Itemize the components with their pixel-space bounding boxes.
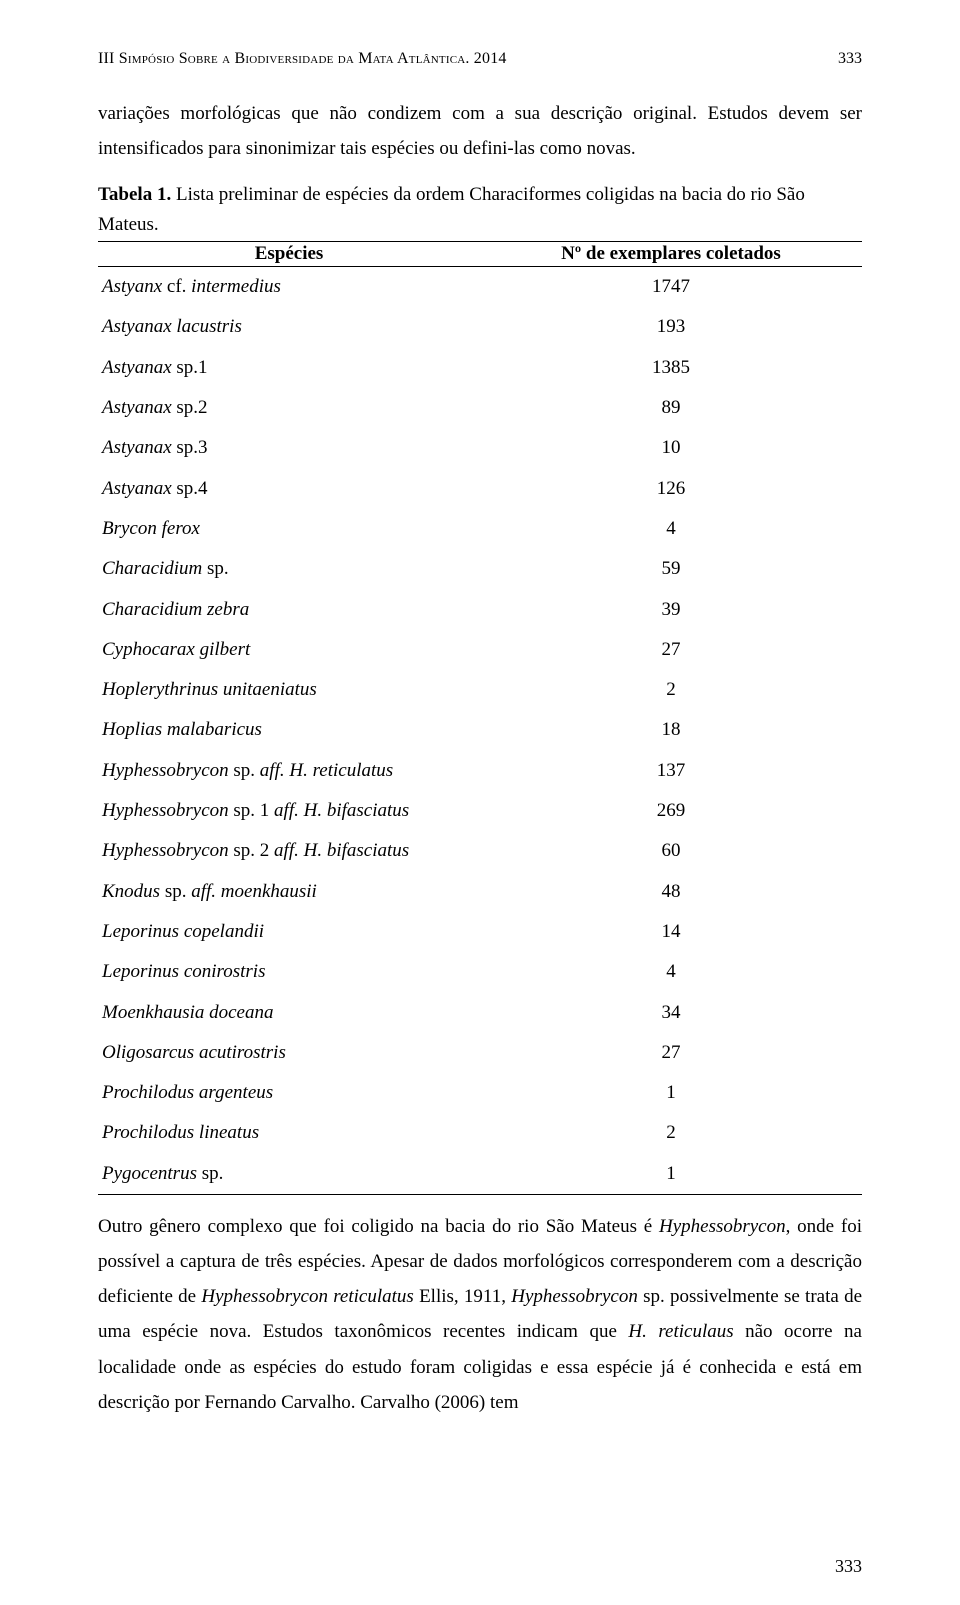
table-row: Cyphocarax gilbert27 <box>98 630 862 670</box>
species-cell: Moenkhausia doceana <box>98 993 480 1033</box>
count-cell: 4 <box>480 509 862 549</box>
count-cell: 27 <box>480 1033 862 1073</box>
table-row: Astyanax sp.310 <box>98 428 862 468</box>
species-cell: Hoplias malabaricus <box>98 710 480 750</box>
species-cell: Hoplerythrinus unitaeniatus <box>98 670 480 710</box>
table-row: Leporinus conirostris4 <box>98 952 862 992</box>
table-caption-text: Lista preliminar de espécies da ordem Ch… <box>98 184 805 234</box>
count-cell: 193 <box>480 307 862 347</box>
table-caption-label: Tabela 1. <box>98 184 171 205</box>
species-cell: Hyphessobrycon sp. aff. H. reticulatus <box>98 751 480 791</box>
species-cell: Characidium zebra <box>98 590 480 630</box>
species-cell: Astyanx cf. intermedius <box>98 267 480 308</box>
table-caption: Tabela 1. Lista preliminar de espécies d… <box>98 180 862 239</box>
table-row: Astyanax sp.4126 <box>98 469 862 509</box>
count-cell: 34 <box>480 993 862 1033</box>
running-head: III Simpósio Sobre a Biodiversidade da M… <box>98 50 862 68</box>
table-row: Knodus sp. aff. moenkhausii48 <box>98 872 862 912</box>
species-cell: Hyphessobrycon sp. 2 aff. H. bifasciatus <box>98 831 480 871</box>
table-row: Brycon ferox4 <box>98 509 862 549</box>
count-cell: 2 <box>480 670 862 710</box>
paragraph-bottom: Outro gênero complexo que foi coligido n… <box>98 1209 862 1420</box>
count-cell: 269 <box>480 791 862 831</box>
count-cell: 14 <box>480 912 862 952</box>
species-cell: Astyanax sp.2 <box>98 388 480 428</box>
table-row: Hyphessobrycon sp. 1 aff. H. bifasciatus… <box>98 791 862 831</box>
count-cell: 137 <box>480 751 862 791</box>
count-cell: 59 <box>480 549 862 589</box>
col-header-count: Nº de exemplares coletados <box>480 242 862 267</box>
running-page-number: 333 <box>838 50 862 68</box>
count-cell: 39 <box>480 590 862 630</box>
table-row: Astyanx cf. intermedius1747 <box>98 267 862 308</box>
col-header-species: Espécies <box>98 242 480 267</box>
table-body: Astyanx cf. intermedius1747Astyanax lacu… <box>98 267 862 1195</box>
species-cell: Characidium sp. <box>98 549 480 589</box>
species-cell: Hyphessobrycon sp. 1 aff. H. bifasciatus <box>98 791 480 831</box>
count-cell: 4 <box>480 952 862 992</box>
count-cell: 1747 <box>480 267 862 308</box>
count-cell: 1385 <box>480 348 862 388</box>
species-cell: Astyanax sp.1 <box>98 348 480 388</box>
count-cell: 1 <box>480 1154 862 1195</box>
count-cell: 126 <box>480 469 862 509</box>
species-cell: Pygocentrus sp. <box>98 1154 480 1195</box>
table-row: Moenkhausia doceana34 <box>98 993 862 1033</box>
species-cell: Oligosarcus acutirostris <box>98 1033 480 1073</box>
running-title: III Simpósio Sobre a Biodiversidade da M… <box>98 50 507 68</box>
table-row: Hoplerythrinus unitaeniatus2 <box>98 670 862 710</box>
count-cell: 48 <box>480 872 862 912</box>
table-header-row: Espécies Nº de exemplares coletados <box>98 242 862 267</box>
table-row: Hoplias malabaricus18 <box>98 710 862 750</box>
species-cell: Astyanax lacustris <box>98 307 480 347</box>
species-cell: Knodus sp. aff. moenkhausii <box>98 872 480 912</box>
table-row: Characidium sp.59 <box>98 549 862 589</box>
count-cell: 27 <box>480 630 862 670</box>
table-row: Hyphessobrycon sp. 2 aff. H. bifasciatus… <box>98 831 862 871</box>
table-row: Pygocentrus sp.1 <box>98 1154 862 1195</box>
count-cell: 18 <box>480 710 862 750</box>
table-row: Hyphessobrycon sp. aff. H. reticulatus13… <box>98 751 862 791</box>
count-cell: 2 <box>480 1113 862 1153</box>
table-row: Astyanax lacustris193 <box>98 307 862 347</box>
species-cell: Cyphocarax gilbert <box>98 630 480 670</box>
page: III Simpósio Sobre a Biodiversidade da M… <box>0 0 960 1605</box>
table-row: Astyanax sp.289 <box>98 388 862 428</box>
table-row: Astyanax sp.11385 <box>98 348 862 388</box>
species-cell: Brycon ferox <box>98 509 480 549</box>
table-row: Leporinus copelandii14 <box>98 912 862 952</box>
species-cell: Prochilodus argenteus <box>98 1073 480 1113</box>
species-cell: Leporinus conirostris <box>98 952 480 992</box>
count-cell: 89 <box>480 388 862 428</box>
species-table: Espécies Nº de exemplares coletados Asty… <box>98 241 862 1195</box>
table-row: Prochilodus lineatus2 <box>98 1113 862 1153</box>
paragraph-top: variações morfológicas que não condizem … <box>98 96 862 166</box>
footer-page-number: 333 <box>835 1556 862 1577</box>
count-cell: 10 <box>480 428 862 468</box>
count-cell: 1 <box>480 1073 862 1113</box>
table-row: Oligosarcus acutirostris27 <box>98 1033 862 1073</box>
table-row: Prochilodus argenteus1 <box>98 1073 862 1113</box>
count-cell: 60 <box>480 831 862 871</box>
species-cell: Astyanax sp.4 <box>98 469 480 509</box>
species-cell: Prochilodus lineatus <box>98 1113 480 1153</box>
species-cell: Astyanax sp.3 <box>98 428 480 468</box>
table-row: Characidium zebra39 <box>98 590 862 630</box>
species-cell: Leporinus copelandii <box>98 912 480 952</box>
